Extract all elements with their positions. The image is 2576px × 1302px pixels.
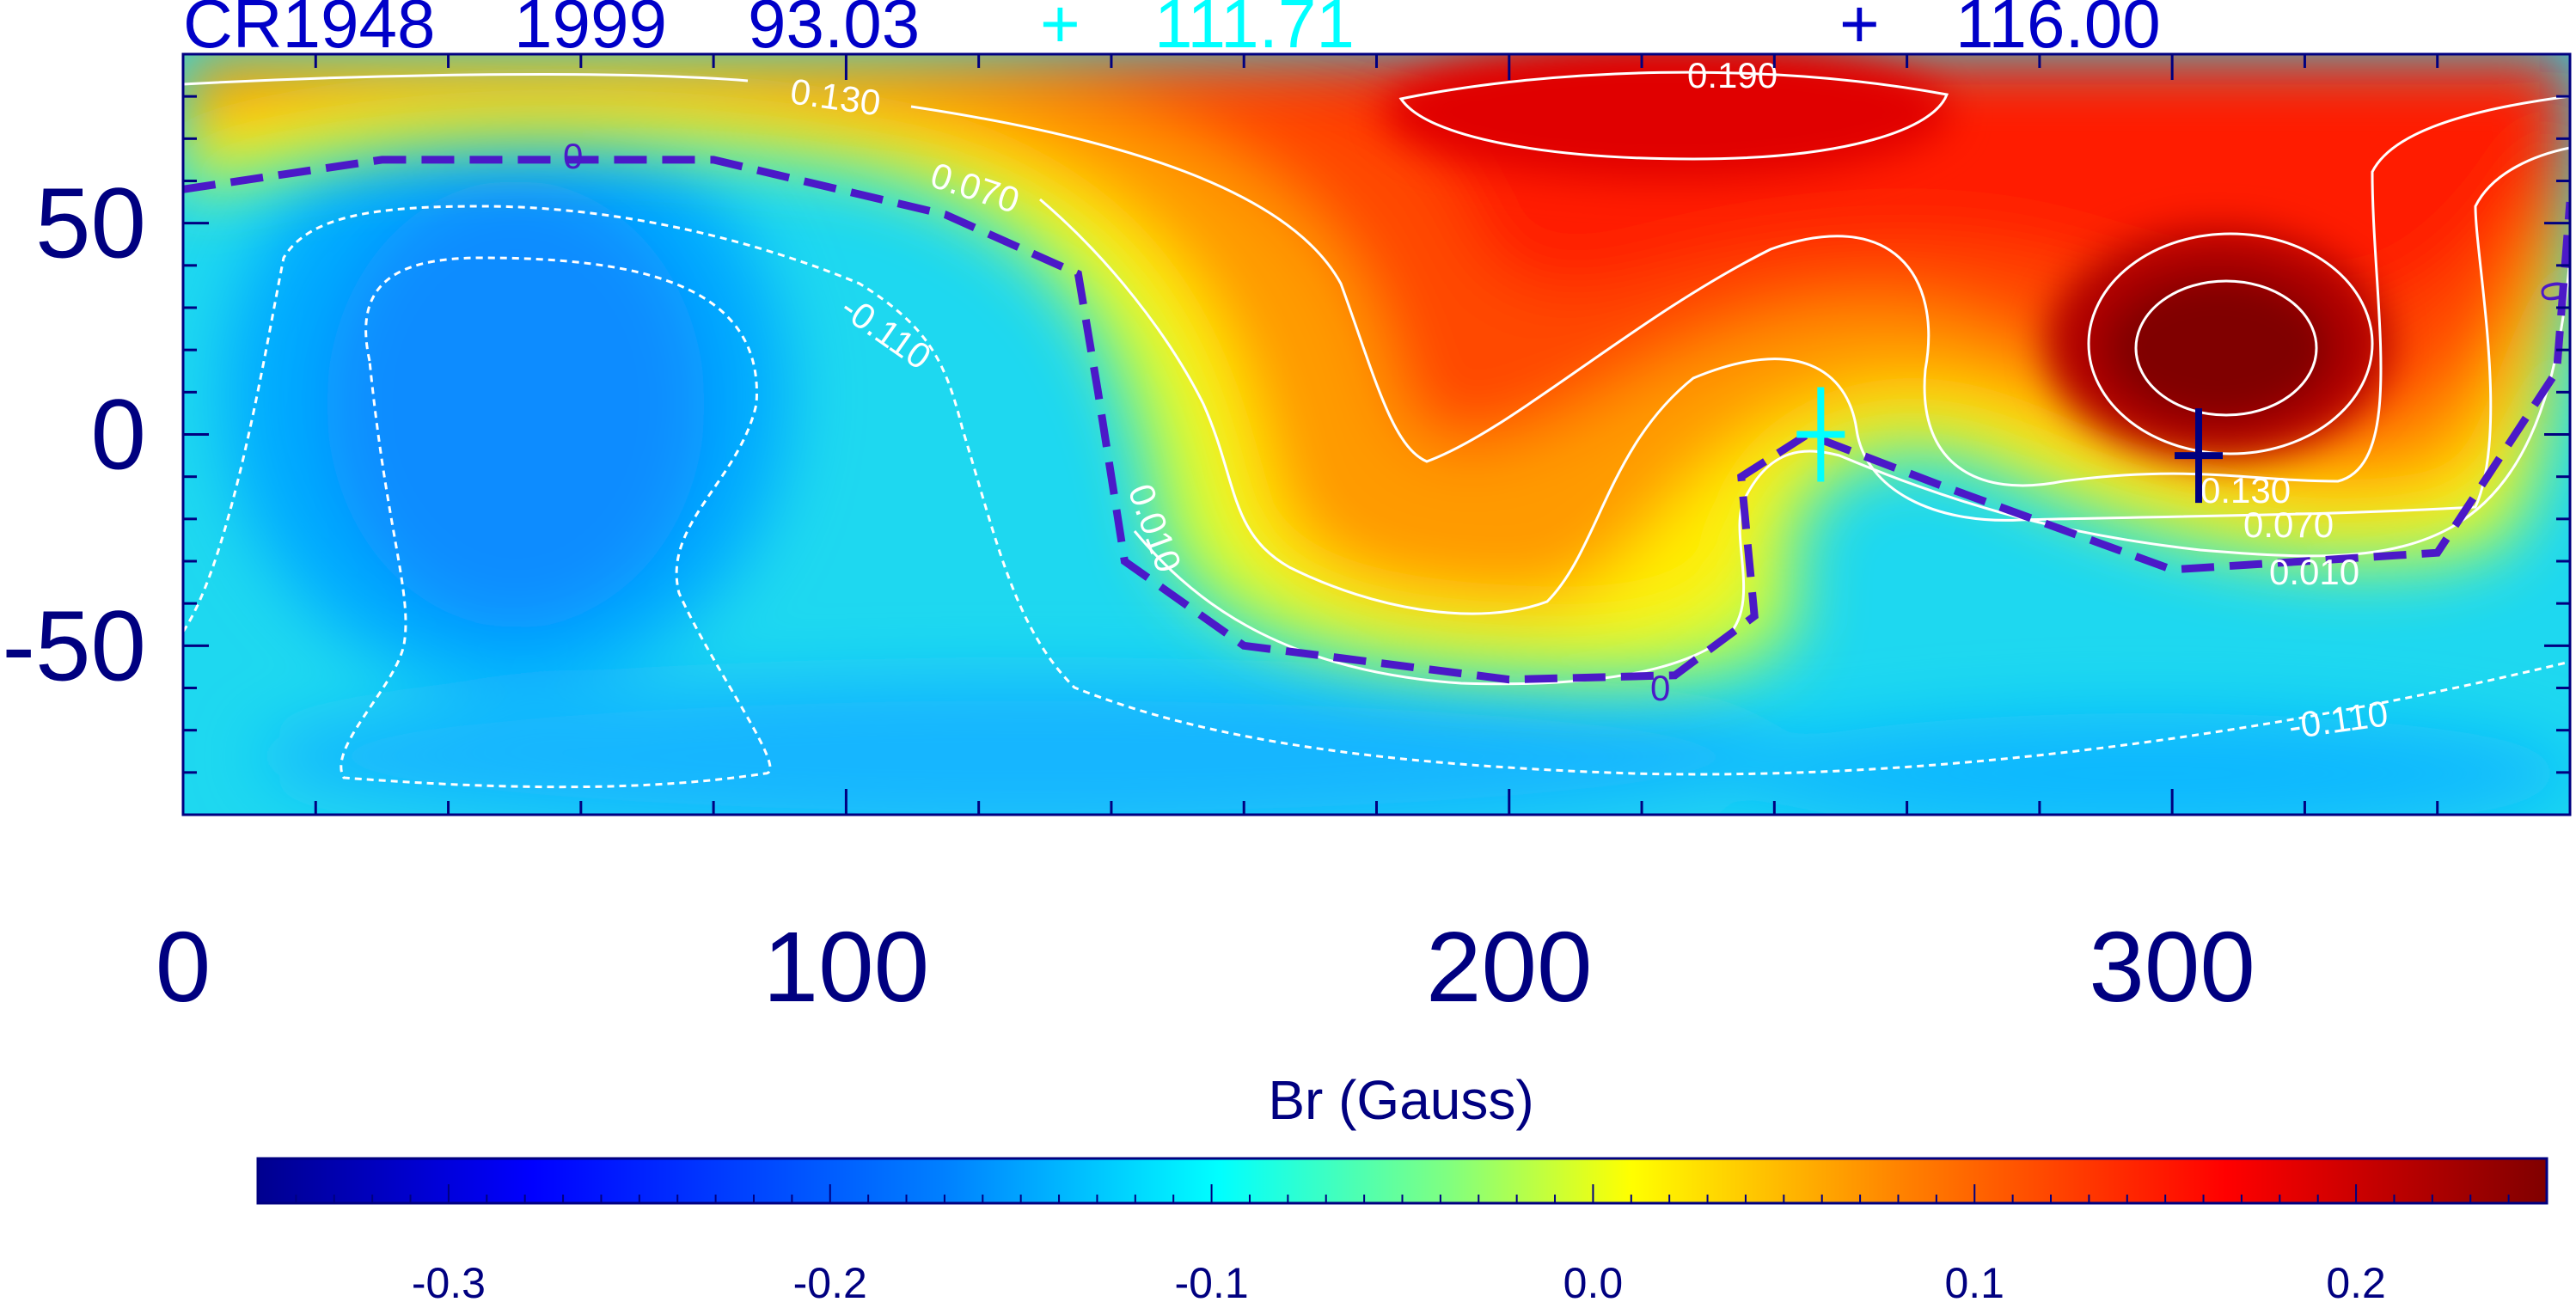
y-tick-label: -50 — [2, 590, 146, 701]
negative-contours — [183, 205, 2570, 789]
contour-0130-west — [183, 72, 749, 86]
contour-label: 0 — [563, 136, 583, 176]
colorbar-tick-label: -0.3 — [412, 1259, 486, 1302]
contour-0190 — [1398, 70, 1949, 161]
x-tick-label: 100 — [763, 911, 930, 1023]
neutral-line — [183, 156, 2570, 684]
colorbar-tick-label: -0.2 — [793, 1259, 867, 1302]
y-tick-label: 50 — [35, 168, 146, 279]
contour-label: 0.010 — [2269, 552, 2359, 592]
header-value2: 111.71 — [1154, 0, 1355, 62]
header-rotation: CR1948 — [183, 0, 436, 62]
colorbar-tick-label: 0.2 — [2326, 1259, 2386, 1302]
heatmap-plot: 0.190 0.130 0.070 0 -0.110 0.010 0 0.130… — [183, 54, 2570, 815]
contour-label: 0.130 — [2200, 470, 2291, 510]
header-marker1: + — [1040, 0, 1080, 62]
axis-labels: 0 100 200 300 50 0 -50 — [2, 168, 2255, 1023]
contour-label: 0 — [1650, 668, 1670, 708]
contour-peak-inner — [2134, 279, 2318, 417]
x-tick-label: 200 — [1426, 911, 1593, 1023]
contour-label: 0.190 — [1687, 55, 1778, 95]
contour-0070 — [1039, 146, 2570, 615]
contour-neg-0110-outer — [183, 205, 2570, 776]
colorbar-ticks: -0.3 -0.2 -0.1 0.0 0.1 0.2 — [257, 1184, 2548, 1302]
header-marker2: + — [1839, 0, 1880, 62]
colorbar-label: Br (Gauss) — [1268, 1069, 1533, 1131]
markers — [1796, 387, 2224, 504]
x-tick-label: 300 — [2089, 911, 2255, 1023]
header-value1: 93.03 — [748, 0, 920, 62]
axis-ticks — [181, 54, 2572, 815]
negative-field — [223, 103, 2570, 815]
x-tick-label: 0 — [156, 911, 211, 1023]
colorbar-tick-label: -0.1 — [1174, 1259, 1248, 1302]
contour-neg-0110-inner — [340, 256, 772, 789]
header-year: 1999 — [514, 0, 667, 62]
header-value3: 116.00 — [1955, 0, 2161, 62]
colorbar-tick-label: 0.1 — [1944, 1259, 2004, 1302]
colorbar-tick-label: 0.0 — [1563, 1259, 1624, 1302]
y-tick-label: 0 — [90, 379, 146, 491]
contour-peak-outer — [2087, 232, 2374, 455]
contour-label: 0.070 — [2243, 504, 2334, 545]
contour-0130-mid — [910, 95, 2570, 487]
